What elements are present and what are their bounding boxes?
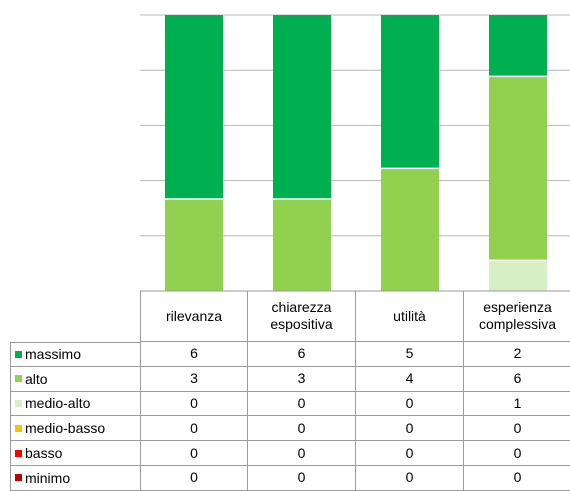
value-cell: 2 xyxy=(464,342,570,367)
value-cell: 5 xyxy=(356,342,464,367)
legend-label: basso xyxy=(25,445,63,462)
value-cell: 6 xyxy=(140,342,248,367)
bar-segment xyxy=(165,15,223,199)
value-cell: 0 xyxy=(356,391,464,417)
bar-segment xyxy=(381,15,439,169)
value-cell: 0 xyxy=(140,441,248,466)
category-header: chiarezza espositiva xyxy=(248,291,356,342)
legend-entry: basso xyxy=(10,441,141,466)
legend-entry: medio-alto xyxy=(10,391,141,417)
legend-label: massimo xyxy=(25,346,82,363)
value-cell: 0 xyxy=(248,416,356,442)
value-cell: 3 xyxy=(140,366,248,392)
bar-segment xyxy=(489,76,547,261)
legend-swatch xyxy=(15,375,22,383)
bar-segment xyxy=(165,199,223,291)
legend-label: medio-basso xyxy=(25,420,106,437)
legend-swatch xyxy=(15,474,22,482)
value-cell: 0 xyxy=(248,466,356,491)
category-header: esperienza complessiva xyxy=(464,291,570,342)
legend-swatch xyxy=(15,424,22,432)
bar-segment xyxy=(381,168,439,291)
legend-label: alto xyxy=(25,370,48,387)
value-cell: 0 xyxy=(464,441,570,466)
category-header: rilevanza xyxy=(140,291,248,342)
legend-entry: minimo xyxy=(10,466,141,491)
value-cell: 6 xyxy=(248,342,356,367)
legend-entry: massimo xyxy=(10,342,141,367)
bar-segment xyxy=(273,199,331,291)
value-cell: 0 xyxy=(140,466,248,491)
value-cell: 0 xyxy=(356,466,464,491)
value-cell: 0 xyxy=(464,466,570,491)
value-cell: 4 xyxy=(356,366,464,392)
value-cell: 6 xyxy=(464,367,570,392)
value-cell: 3 xyxy=(248,366,356,392)
value-cell: 0 xyxy=(356,416,464,442)
legend-entry: alto xyxy=(10,366,141,392)
bar-segment xyxy=(489,15,547,77)
value-cell: 0 xyxy=(140,391,248,417)
value-cell: 1 xyxy=(464,392,570,417)
legend-label: minimo xyxy=(25,469,71,486)
legend-swatch xyxy=(15,350,22,358)
bar-segment xyxy=(489,260,547,291)
value-cell: 0 xyxy=(248,391,356,417)
legend-swatch xyxy=(15,449,22,457)
legend-entry: medio-basso xyxy=(10,416,141,442)
value-cell: 0 xyxy=(356,441,464,466)
category-header: utilità xyxy=(356,291,464,342)
value-cell: 0 xyxy=(248,441,356,466)
legend-label: medio-alto xyxy=(25,395,91,412)
value-cell: 0 xyxy=(464,416,570,442)
bar-segment xyxy=(273,15,331,199)
value-cell: 0 xyxy=(140,416,248,442)
legend-swatch xyxy=(15,399,22,407)
